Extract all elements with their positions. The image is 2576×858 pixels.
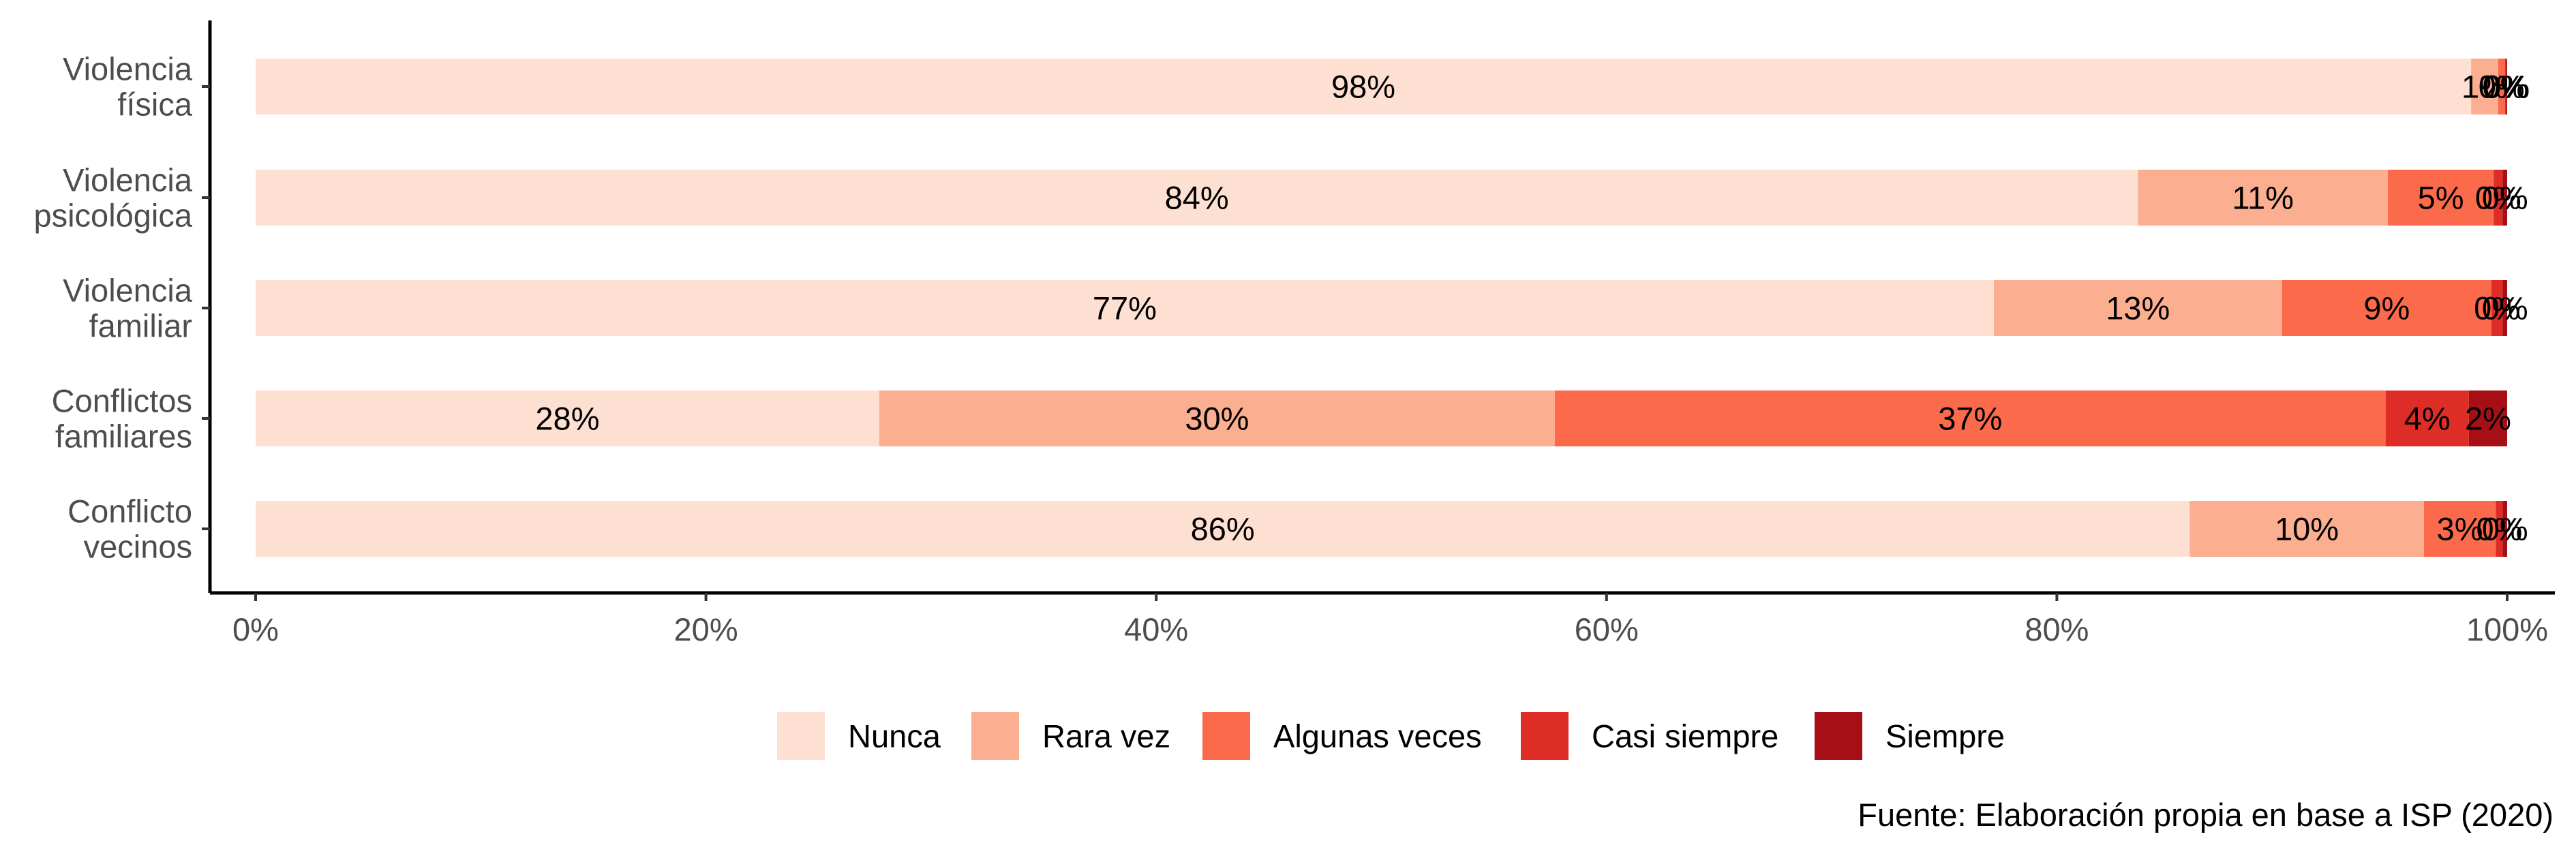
x-tick-label: 60% <box>1575 611 1639 647</box>
legend-key <box>1815 712 1862 760</box>
data-label: 5% <box>2418 180 2464 216</box>
data-label: 28% <box>535 401 599 437</box>
legend-label: Rara vez <box>1042 718 1170 754</box>
data-label: 9% <box>2363 290 2410 326</box>
legend-key <box>971 712 1019 760</box>
data-label: 37% <box>1938 401 2002 437</box>
legend-label: Algunas veces <box>1273 718 1482 754</box>
legend-label: Casi siempre <box>1592 718 1778 754</box>
data-label: 10% <box>2275 511 2339 547</box>
y-tick-label: Violencia <box>63 273 193 309</box>
legend: Nunca Rara vez Algunas veces Casi siempre Si… <box>777 712 2005 760</box>
data-label: 30% <box>1185 401 1249 437</box>
data-label: 86% <box>1191 511 1255 547</box>
data-label: 0% <box>2483 69 2530 105</box>
y-tick-label: física <box>117 87 193 123</box>
y-tick-label: psicológica <box>33 198 192 234</box>
y-tick-label: vecinos <box>84 529 192 565</box>
y-tick-label: Conflicto <box>67 493 192 530</box>
data-label: 98% <box>1331 69 1395 105</box>
legend-key <box>1521 712 1569 760</box>
data-label: 11% <box>2232 180 2294 216</box>
legend-key <box>777 712 825 760</box>
x-tick-label: 20% <box>674 611 738 647</box>
y-tick-label: Violencia <box>63 162 193 198</box>
legend-key <box>1202 712 1250 760</box>
data-label: 2% <box>2465 401 2511 437</box>
y-tick-label: Conflictos <box>52 383 192 419</box>
data-label: 77% <box>1093 290 1157 326</box>
x-tick-label: 40% <box>1124 611 1188 647</box>
legend-label: Siempre <box>1885 718 2005 754</box>
data-label: 0% <box>2482 511 2528 547</box>
data-label: 0% <box>2482 180 2528 216</box>
y-tick-label: familiar <box>89 308 192 344</box>
data-label: 0% <box>2482 290 2528 326</box>
source-caption: Fuente: Elaboración propia en base a ISP… <box>1858 797 2554 833</box>
y-tick-label: familiares <box>55 418 192 455</box>
x-tick-label: 80% <box>2025 611 2089 647</box>
x-tick-label: 100% <box>2466 611 2548 647</box>
x-tick-label: 0% <box>232 611 279 647</box>
data-label: 13% <box>2106 290 2170 326</box>
data-label: 84% <box>1165 180 1229 216</box>
data-label: 4% <box>2404 401 2451 437</box>
legend-label: Nunca <box>848 718 941 754</box>
y-tick-label: Violencia <box>63 51 193 87</box>
